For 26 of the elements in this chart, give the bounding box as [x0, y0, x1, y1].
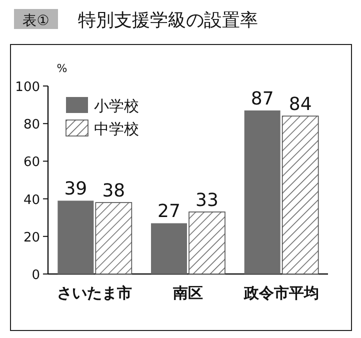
data-label: 87 [250, 88, 274, 110]
chart-title: 特別支援学級の設置率 [78, 10, 258, 31]
bar [151, 223, 187, 274]
y-tick-label: 0 [32, 268, 40, 283]
y-tick-label: 60 [23, 155, 40, 170]
bar [188, 212, 226, 274]
text: 表① [22, 13, 50, 29]
data-label: 39 [64, 178, 88, 200]
y-axis-title: % [56, 62, 68, 75]
data-label: 38 [102, 180, 126, 202]
bar [58, 200, 94, 274]
y-tick-label: 20 [23, 230, 40, 246]
x-tick-label: 南区 [172, 284, 203, 302]
bar [244, 110, 280, 274]
legend-label: 小学校 [94, 97, 139, 115]
data-label: 84 [288, 94, 312, 116]
data-label: 33 [196, 190, 218, 211]
x-tick-label: さいたま市 [57, 284, 132, 302]
y-tick-label: 80 [23, 118, 40, 133]
bar [95, 202, 132, 274]
legend-label: 中学校 [94, 120, 139, 138]
y-tick-label: 100 [15, 80, 40, 95]
data-label: 27 [158, 201, 180, 222]
y-tick-label: 40 [23, 192, 40, 208]
x-tick-label: 政令市平均 [242, 284, 319, 302]
bar [282, 116, 319, 274]
